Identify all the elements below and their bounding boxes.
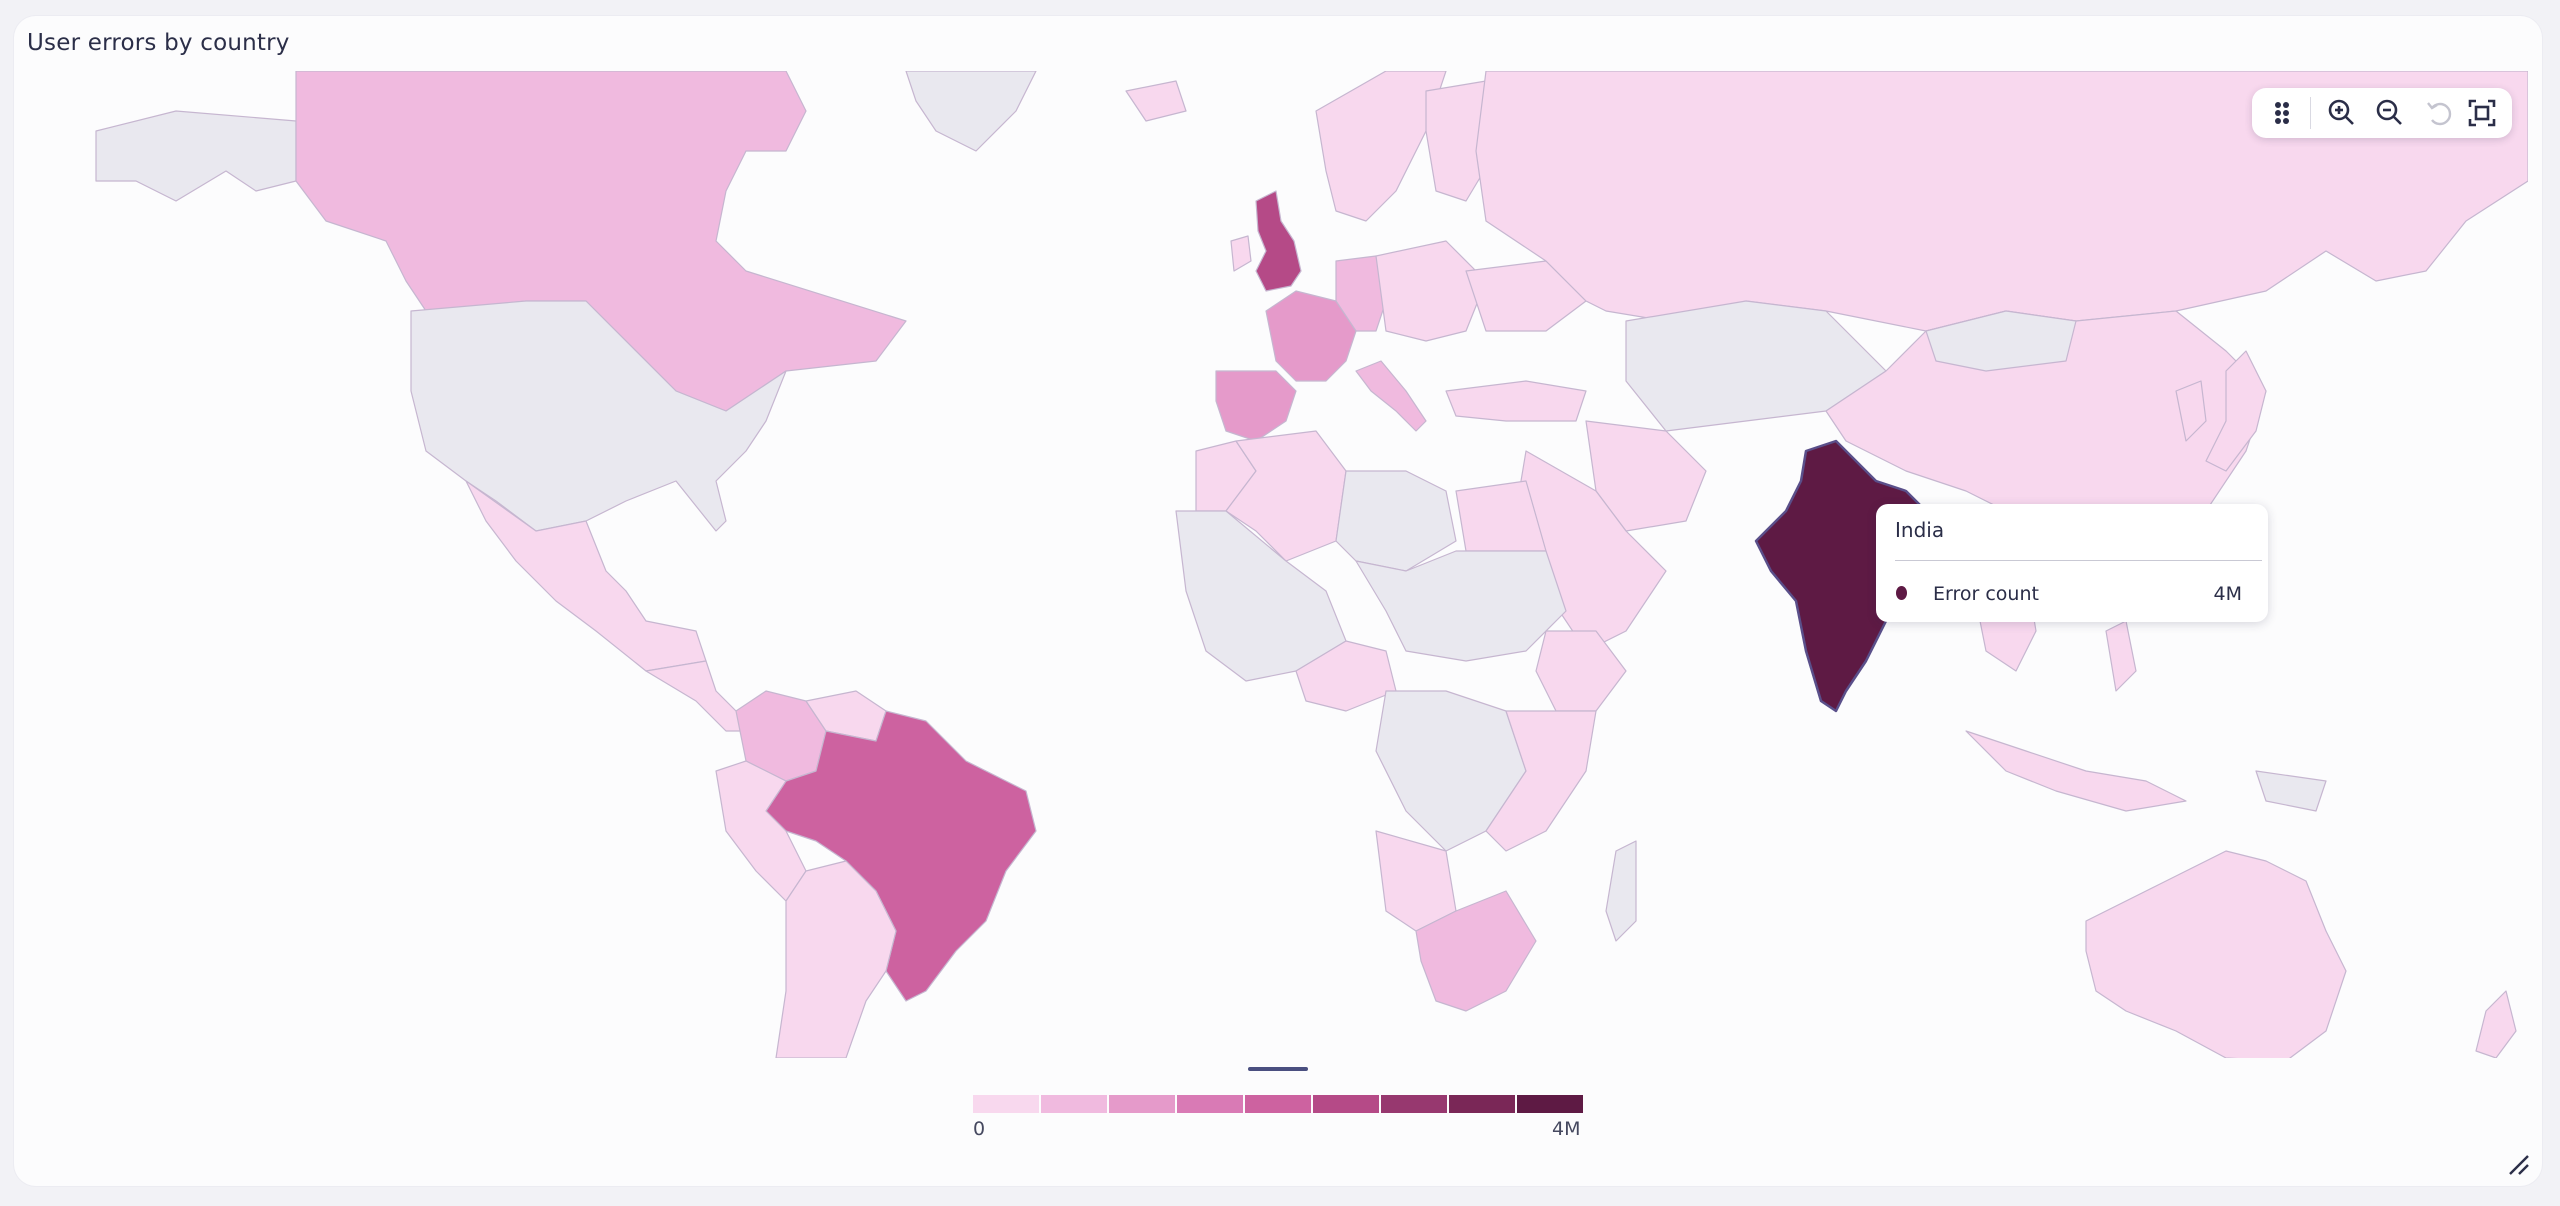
toolbar-divider <box>2310 97 2311 129</box>
country-madagascar[interactable] <box>1605 840 1637 942</box>
map-tooltip: India Error count 4M <box>1876 504 2268 622</box>
country-eastern-europe[interactable] <box>1465 260 1587 332</box>
country-papua-new-guinea[interactable] <box>2255 770 2327 812</box>
legend-max-label: 4M <box>1552 1118 1581 1140</box>
world-map-svg <box>95 71 2528 1058</box>
country-united-kingdom[interactable] <box>1255 190 1302 292</box>
color-scale-legend <box>973 1095 1583 1113</box>
country-central-europe[interactable] <box>1375 240 1487 342</box>
country-korea[interactable] <box>2175 380 2207 442</box>
country-iceland[interactable] <box>1125 80 1187 122</box>
resize-handle-icon[interactable] <box>2506 1152 2532 1178</box>
country-australia[interactable] <box>2085 850 2347 1058</box>
fit-to-screen-icon[interactable] <box>2458 88 2506 138</box>
reset-zoom-icon[interactable] <box>2414 88 2462 138</box>
tooltip-divider <box>1895 560 2262 561</box>
country-philippines[interactable] <box>2105 620 2137 692</box>
country-brazil[interactable] <box>765 710 1037 1002</box>
country-spain[interactable] <box>1215 370 1297 442</box>
country-japan[interactable] <box>2205 350 2267 472</box>
country-east-africa[interactable] <box>1485 710 1597 852</box>
zoom-in-icon[interactable] <box>2318 88 2366 138</box>
country-ethiopia[interactable] <box>1535 630 1627 712</box>
country-south-africa[interactable] <box>1415 890 1537 1012</box>
legend-swatch-4 <box>1177 1095 1243 1113</box>
country-sudan-chad[interactable] <box>1355 550 1567 662</box>
legend-swatch-6 <box>1313 1095 1379 1113</box>
legend-swatch-3 <box>1109 1095 1175 1113</box>
country-italy[interactable] <box>1355 360 1427 432</box>
zoom-out-icon[interactable] <box>2366 88 2414 138</box>
country-norway[interactable] <box>1315 71 1447 222</box>
map-toolbar <box>2252 88 2512 138</box>
country-argentina[interactable] <box>775 860 897 1058</box>
country-ireland[interactable] <box>1230 235 1252 272</box>
country-indonesia[interactable] <box>1965 730 2187 812</box>
legend-swatch-9 <box>1517 1095 1583 1113</box>
legend-min-label: 0 <box>973 1118 986 1140</box>
legend-swatch-8 <box>1449 1095 1515 1113</box>
country-mongolia[interactable] <box>1925 310 2077 372</box>
country-france[interactable] <box>1265 290 1357 382</box>
legend-scroll-indicator[interactable] <box>1248 1067 1308 1071</box>
country-mexico[interactable] <box>465 480 707 672</box>
legend-swatch-7 <box>1381 1095 1447 1113</box>
legend-swatch-5 <box>1245 1095 1311 1113</box>
legend-swatch-2 <box>1041 1095 1107 1113</box>
legend-swatch-1 <box>973 1095 1039 1113</box>
tooltip-series-marker <box>1896 586 1907 600</box>
tooltip-metric-value: 4M <box>2213 583 2242 605</box>
country-libya[interactable] <box>1335 470 1457 572</box>
drag-handle-icon[interactable] <box>2258 88 2306 138</box>
tooltip-country: India <box>1895 518 1945 542</box>
country-alaska[interactable] <box>95 110 297 202</box>
country-turkey[interactable] <box>1445 380 1587 422</box>
country-peru[interactable] <box>715 760 807 902</box>
country-new-zealand[interactable] <box>2475 990 2517 1058</box>
country-greenland[interactable] <box>905 71 1037 152</box>
panel-title: User errors by country <box>27 30 290 56</box>
tooltip-metric-label: Error count <box>1933 583 2039 605</box>
country-central-america[interactable] <box>645 660 747 732</box>
